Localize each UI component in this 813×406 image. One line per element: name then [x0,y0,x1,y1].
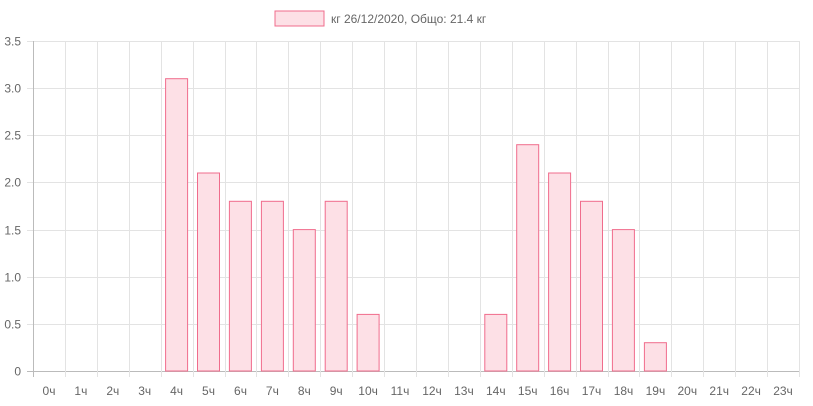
bar-10ч[interactable] [356,313,380,372]
bar-18ч[interactable] [611,229,635,372]
y-tick-label: 2.0 [4,176,21,190]
x-tick-label: 16ч [550,384,570,398]
x-tick-label: 7ч [266,384,279,398]
x-tick-label: 14ч [486,384,506,398]
bar-6ч[interactable] [228,200,252,372]
bar-7ч[interactable] [260,200,284,372]
x-tick-label: 13ч [454,384,474,398]
bars [165,78,667,372]
x-tick-label: 18ч [614,384,634,398]
x-tick-label: 2ч [106,384,119,398]
bar-4ч[interactable] [165,78,189,372]
x-tick-label: 22ч [741,384,761,398]
grid-lines [27,41,800,377]
y-tick-label: 2.5 [4,129,21,143]
bar-8ч[interactable] [292,229,316,372]
x-tick-label: 11ч [391,384,410,398]
x-tick-label: 8ч [298,384,311,398]
x-tick-label: 9ч [330,384,343,398]
bar-9ч[interactable] [324,200,348,372]
y-tick-label: 0 [14,365,21,379]
x-tick-label: 3ч [138,384,151,398]
x-tick-label: 5ч [202,384,215,398]
y-tick-label: 1.5 [4,224,21,238]
bar-15ч[interactable] [516,144,540,372]
x-tick-label: 19ч [646,384,666,398]
bar-5ч[interactable] [197,172,220,372]
bar-17ч[interactable] [580,200,603,372]
y-axis-ticks: 0 0.5 1.0 1.5 2.0 2.5 3.0 3.5 [4,35,21,379]
x-tick-label: 0ч [43,384,56,398]
x-axis-ticks: 0ч 1ч 2ч 3ч 4ч 5ч 6ч 7ч 8ч 9ч 10ч 11ч 12ч 13ч 14ч 15ч 16… [43,384,793,398]
x-tick-label: 17ч [582,384,602,398]
bar-19ч[interactable] [643,342,667,372]
legend-label[interactable]: кг 26/12/2020, Общо: 21.4 кг [331,12,487,26]
x-tick-label: 10ч [358,384,378,398]
bar-14ч[interactable] [484,313,508,372]
x-tick-label: 20ч [677,384,697,398]
x-tick-label: 1ч [74,384,87,398]
y-tick-label: 3.5 [4,35,21,49]
x-tick-label: 15ч [518,384,538,398]
legend[interactable]: кг 26/12/2020, Общо: 21.4 кг [274,10,487,27]
y-tick-label: 1.0 [4,271,21,285]
y-tick-label: 0.5 [4,318,21,332]
x-tick-label: 12ч [422,384,442,398]
x-tick-label: 21ч [709,384,729,398]
x-tick-label: 4ч [170,384,183,398]
x-tick-label: 6ч [234,384,247,398]
bar-16ч[interactable] [548,172,572,372]
y-tick-label: 3.0 [4,82,21,96]
legend-swatch[interactable] [274,10,325,27]
x-tick-label: 23ч [773,384,793,398]
